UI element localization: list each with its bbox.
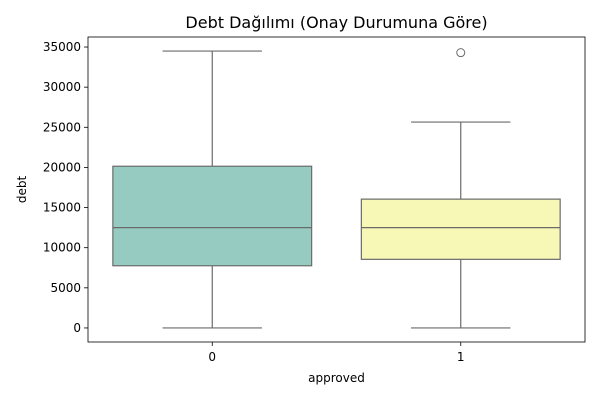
x-tick-label: 1 (457, 350, 465, 364)
box-group-1 (360, 48, 561, 329)
plot-area-frame (87, 36, 586, 343)
y-tick-label: 5000 (50, 281, 81, 295)
outlier-point (456, 48, 466, 58)
y-tick-label: 15000 (43, 201, 81, 215)
y-tick-label: 10000 (43, 241, 81, 255)
y-tick-label: 25000 (43, 120, 81, 134)
y-tick-label: 0 (73, 321, 81, 335)
box-group-0 (112, 50, 313, 329)
y-tick-label: 35000 (43, 40, 81, 54)
chart-title: Debt Dağılımı (Onay Durumuna Göre) (185, 13, 487, 32)
y-tick-label: 20000 (43, 160, 81, 174)
boxes-layer (112, 48, 561, 329)
iqr-box (112, 165, 313, 267)
y-axis: 0 5000 10000 15000 20000 25000 30000 35000 (43, 40, 88, 335)
x-tick-label: 0 (208, 350, 216, 364)
y-tick-label: 30000 (43, 80, 81, 94)
x-axis-label: approved (308, 371, 365, 385)
y-axis-label: debt (15, 176, 29, 204)
iqr-box (360, 198, 561, 260)
